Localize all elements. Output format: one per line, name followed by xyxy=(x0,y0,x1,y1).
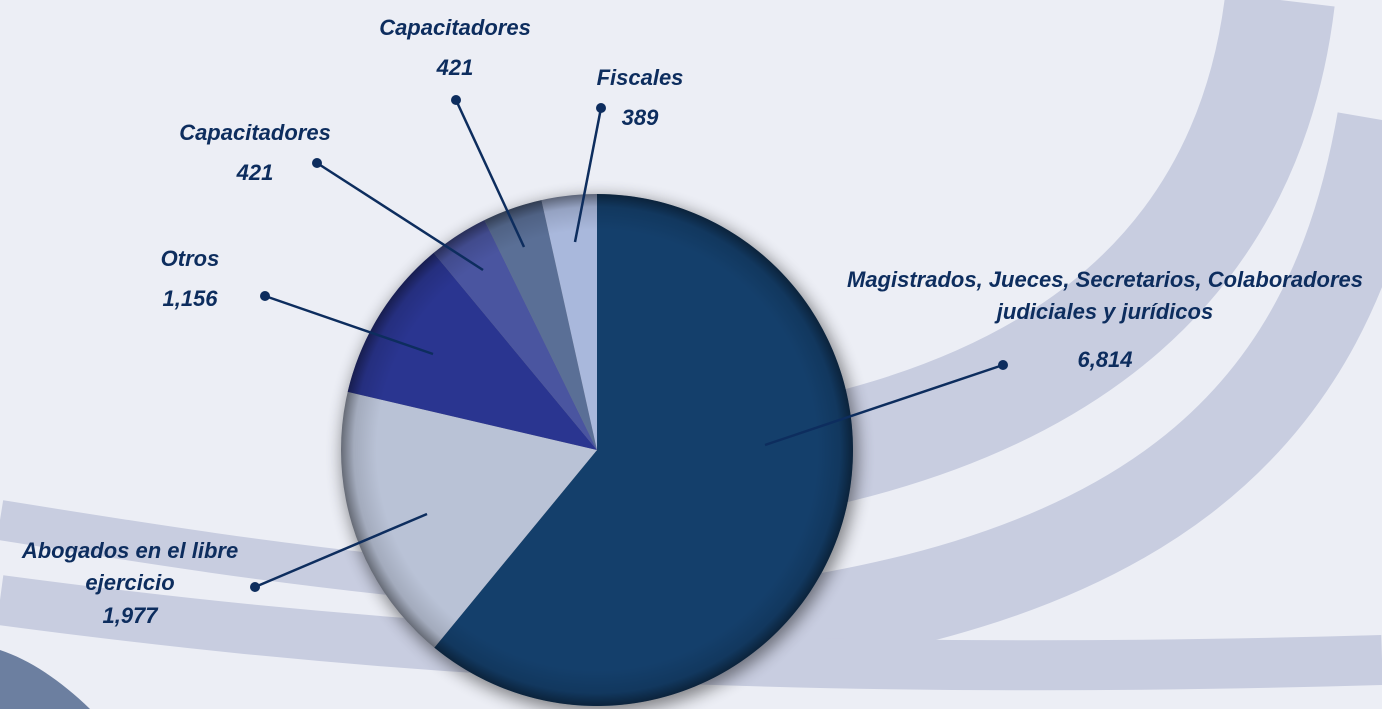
pie-bevel xyxy=(341,194,853,706)
slice-value: 6,814 xyxy=(1077,347,1133,372)
slice-value: 421 xyxy=(236,160,274,185)
leader-line xyxy=(573,107,603,243)
slice-label: Magistrados, Jueces, Secretarios, Colabo… xyxy=(847,267,1363,324)
leader-line xyxy=(764,363,1004,447)
slice-label: Otros xyxy=(160,246,220,271)
leader-dot xyxy=(451,95,461,105)
leader-dot xyxy=(998,360,1008,370)
leader-dot xyxy=(250,582,260,592)
slice-value: 1,156 xyxy=(162,286,218,311)
leader-line xyxy=(254,512,428,589)
slice-value: 389 xyxy=(621,105,659,130)
leader-dot xyxy=(312,158,322,168)
leader-line xyxy=(454,99,526,248)
slice-label: Capacitadores xyxy=(379,15,531,40)
slice-value: 421 xyxy=(436,55,474,80)
slice-value: 1,977 xyxy=(102,603,158,628)
slice-label: Abogados en el libre ejercicio xyxy=(21,538,239,595)
slice-label: Fiscales xyxy=(596,65,684,90)
leader-dot xyxy=(596,103,606,113)
leader-line xyxy=(264,294,434,356)
leader-line xyxy=(316,161,484,272)
leader-dot xyxy=(260,291,270,301)
corner-band xyxy=(0,650,90,709)
slice-label: Capacitadores xyxy=(179,120,331,145)
